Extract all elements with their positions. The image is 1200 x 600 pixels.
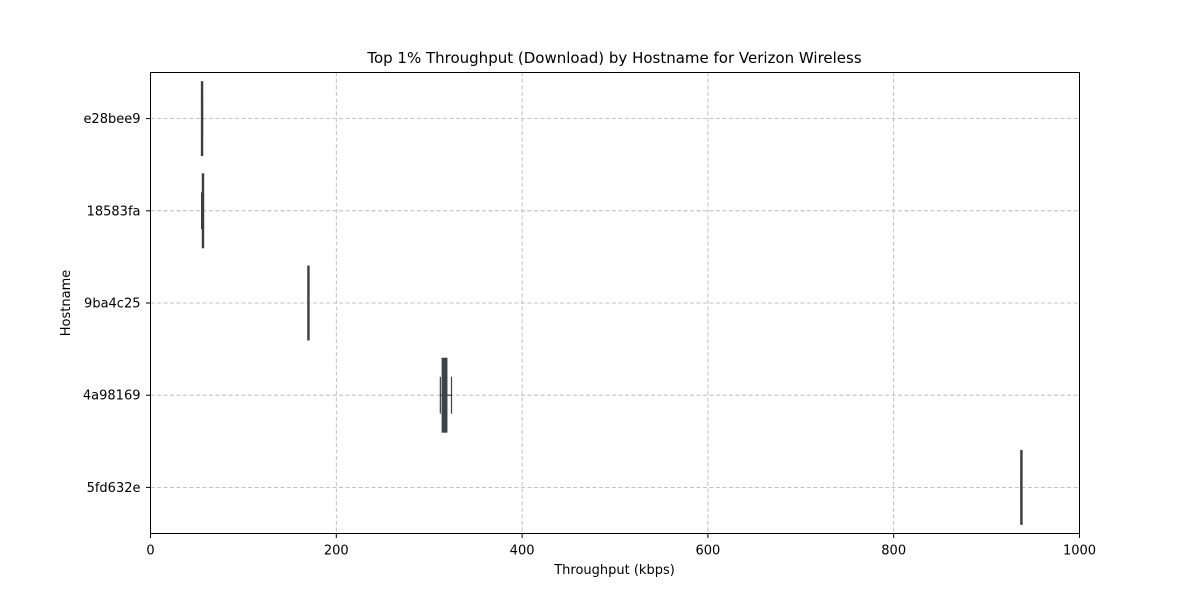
y-tick-label: 18583fa bbox=[87, 204, 141, 219]
axis-layer: 0 200 400 600 800 1000 e28bee9 18583fa 9ba4c25 4a… bbox=[83, 112, 1096, 558]
y-axis-title: Hostname bbox=[59, 270, 74, 336]
x-tick-label: 1000 bbox=[1063, 544, 1096, 559]
y-tick-label: e28bee9 bbox=[83, 112, 140, 127]
box-5fd632e bbox=[1020, 449, 1023, 525]
x-tick-label: 600 bbox=[695, 544, 720, 559]
box-18583fa bbox=[200, 173, 205, 249]
box-e28bee9 bbox=[200, 81, 204, 157]
box-4a98169 bbox=[439, 357, 453, 433]
box-9ba4c25 bbox=[307, 265, 310, 341]
x-tick-label: 400 bbox=[510, 544, 535, 559]
grid-layer bbox=[150, 72, 1080, 534]
y-tick-label: 9ba4c25 bbox=[84, 297, 140, 312]
x-axis-title: Throughput (kbps) bbox=[553, 563, 675, 578]
y-tick-label: 4a98169 bbox=[83, 389, 141, 404]
x-tick-label: 200 bbox=[324, 544, 349, 559]
x-tick-label: 800 bbox=[881, 544, 906, 559]
y-tick-label: 5fd632e bbox=[87, 481, 141, 496]
box-layer bbox=[200, 81, 1023, 525]
x-tick-label: 0 bbox=[146, 544, 154, 559]
chart-title: Top 1% Throughput (Download) by Hostname… bbox=[366, 49, 862, 67]
